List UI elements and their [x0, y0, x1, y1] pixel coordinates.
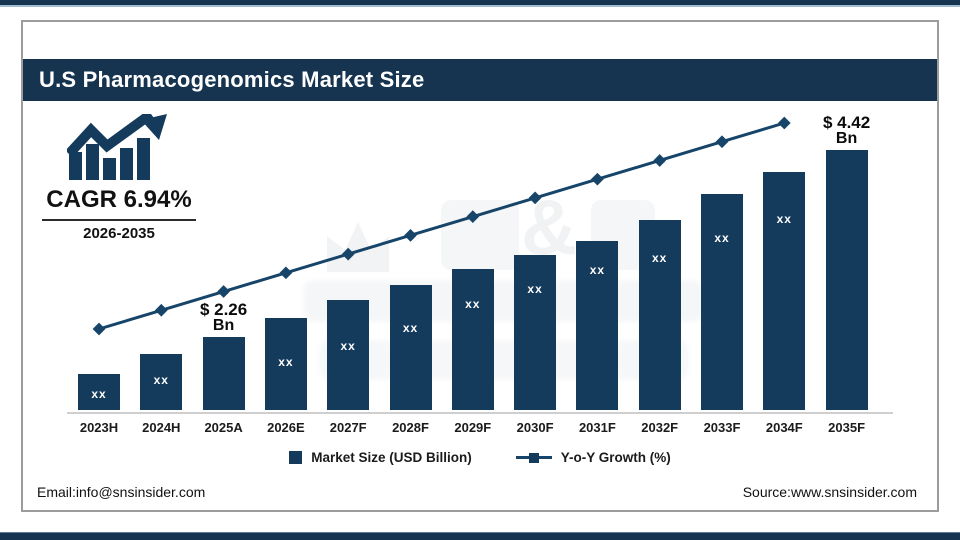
- bar-value-label: xx: [465, 297, 481, 311]
- bar-2029F: xx: [451, 269, 494, 410]
- bar-swatch-icon: [289, 451, 303, 464]
- plot-area: xx xx xx xx xx xx xx xx xx xx xx $ 2.26 Bn $ 4.42 Bn: [23, 22, 937, 510]
- bar-value-label: xx: [589, 263, 606, 277]
- bar-2027F: xx: [327, 300, 370, 410]
- bar-2032F: xx: [638, 220, 681, 410]
- bar-callout-2025A: $ 2.26 Bn: [199, 300, 248, 334]
- bar-2035F: [825, 150, 868, 410]
- legend-line-label: Y-o-Y Growth (%): [560, 450, 671, 465]
- x-axis-label-2026E: 2026E: [267, 420, 305, 435]
- bar-2031F: xx: [576, 241, 619, 410]
- bottom-accent-strip: [0, 532, 960, 540]
- x-axis-label-2028F: 2028F: [392, 420, 429, 435]
- bar-value-label: xx: [652, 251, 668, 265]
- bar-value-label: xx: [527, 282, 543, 296]
- bar-value-label: xx: [153, 373, 169, 387]
- top-accent-rule: [0, 5, 960, 7]
- footer-source: Source:www.snsinsider.com: [742, 484, 917, 500]
- chart-card: U.S Pharmacogenomics Market Size CAGR 6.…: [21, 20, 939, 512]
- x-axis-label-2029F: 2029F: [454, 420, 492, 435]
- x-axis-label-2023H: 2023H: [79, 420, 119, 435]
- bar-value-label: xx: [776, 212, 792, 226]
- page-title: U.S Pharmacogenomics Market Size: [39, 67, 425, 92]
- x-axis-label-2027F: 2027F: [329, 420, 367, 435]
- bar-2028F: xx: [389, 285, 432, 410]
- x-axis-line: [67, 412, 893, 414]
- title-bar: U.S Pharmacogenomics Market Size: [23, 59, 937, 101]
- x-axis-label-2032F: 2032F: [641, 420, 679, 435]
- bar-2030F: xx: [514, 255, 557, 410]
- x-axis-label-2031F: 2031F: [578, 420, 616, 435]
- x-axis-label-2030F: 2030F: [516, 420, 554, 435]
- bar-2023H: xx: [78, 374, 120, 410]
- legend-item-yoy-growth: Y-o-Y Growth (%): [515, 450, 671, 465]
- top-accent-strip: [0, 0, 960, 5]
- x-axis-label-2025A: 2025A: [204, 420, 243, 435]
- bar-2024H: xx: [140, 354, 183, 410]
- bar-2033F: xx: [701, 194, 743, 410]
- bar-value-label: xx: [91, 387, 107, 401]
- bar-2025A: [202, 337, 245, 410]
- bar-callout-2035F: $ 4.42 Bn: [822, 113, 871, 147]
- bar-2034F: xx: [763, 172, 806, 410]
- bar-value-label: xx: [278, 355, 294, 369]
- x-axis-label-2035F: 2035F: [828, 420, 866, 435]
- bar-2026E: xx: [264, 318, 307, 410]
- bar-value-label: xx: [714, 231, 730, 245]
- line-marker-icon: [515, 451, 552, 464]
- x-axis-label-2034F: 2034F: [765, 420, 803, 435]
- x-axis-label-2024H: 2024H: [142, 420, 181, 435]
- bar-value-label: xx: [402, 321, 419, 335]
- footer-email: Email:info@snsinsider.com: [37, 484, 206, 500]
- x-axis-label-2033F: 2033F: [703, 420, 741, 435]
- legend-item-market-size: Market Size (USD Billion): [289, 450, 472, 465]
- bar-value-label: xx: [340, 339, 356, 353]
- legend: Market Size (USD Billion) Y-o-Y Growth (…: [23, 450, 937, 465]
- legend-bar-label: Market Size (USD Billion): [311, 450, 472, 465]
